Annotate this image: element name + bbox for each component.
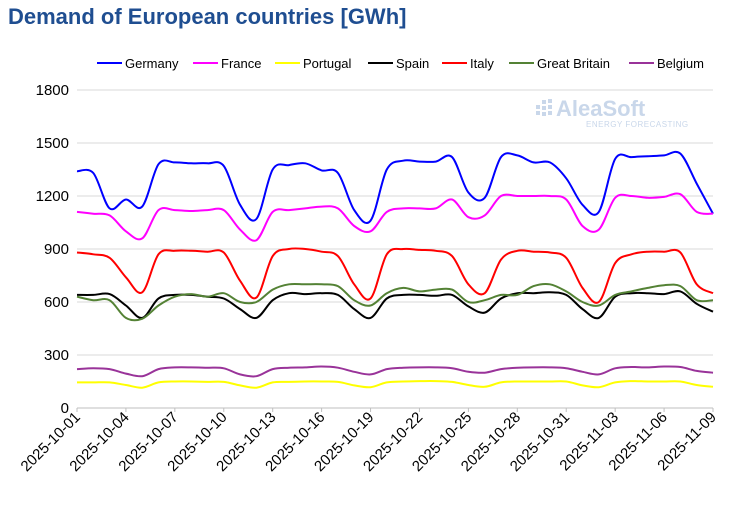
- legend-label-portugal: Portugal: [303, 56, 352, 71]
- series-line-belgium: [76, 365, 714, 378]
- watermark-dot: [548, 105, 552, 109]
- legend-label-belgium: Belgium: [657, 56, 704, 71]
- y-tick-label: 300: [44, 347, 69, 364]
- watermark-dot: [536, 105, 540, 109]
- series-line-great-britain: [76, 282, 714, 322]
- legend-label-spain: Spain: [396, 56, 429, 71]
- grid: [77, 89, 713, 356]
- legend: Germany France Portugal Spain Italy Great Bri…: [97, 56, 704, 71]
- watermark-dot: [542, 106, 546, 110]
- watermark-dot: [548, 111, 552, 115]
- legend-label-great-britain: Great Britain: [537, 56, 610, 71]
- aleasoft-watermark-logo: AleaSoft ENERGY FORECASTING: [536, 96, 689, 129]
- watermark-dot: [542, 112, 546, 116]
- watermark-dot: [548, 99, 552, 103]
- series-line-germany: [76, 150, 714, 225]
- watermark-main-text: AleaSoft: [556, 96, 646, 121]
- watermark-sub-text: ENERGY FORECASTING: [586, 120, 689, 129]
- legend-label-france: France: [221, 56, 261, 71]
- legend-label-germany: Germany: [125, 56, 179, 71]
- series-line-portugal: [77, 380, 714, 389]
- y-tick-label: 1800: [36, 82, 69, 99]
- chart-title: Demand of European countries [GWh]: [8, 4, 407, 29]
- y-tick-label: 1500: [36, 135, 69, 152]
- watermark-dot: [536, 111, 540, 115]
- watermark-dot: [542, 100, 546, 104]
- y-tick-label: 0: [61, 400, 69, 417]
- y-tick-label: 900: [44, 241, 69, 258]
- series-line-spain: [76, 290, 714, 320]
- axes: 03006009001200150018002025-10-012025-10-…: [18, 82, 720, 475]
- series-line-italy: [76, 247, 714, 304]
- series-lines: [76, 150, 714, 389]
- y-tick-label: 1200: [36, 188, 69, 205]
- series-line-france: [76, 192, 714, 242]
- legend-label-italy: Italy: [470, 56, 494, 71]
- y-tick-label: 600: [44, 294, 69, 311]
